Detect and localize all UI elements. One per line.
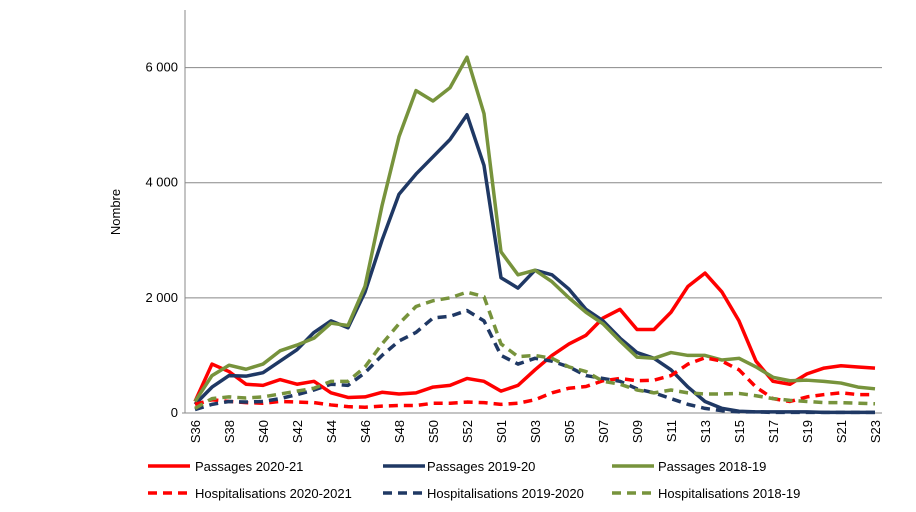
x-tick-label: S21 [834, 420, 849, 443]
x-tick-label: S38 [222, 420, 237, 443]
y-tick-label: 4 000 [145, 175, 178, 190]
series-line [194, 308, 875, 415]
x-tick-label: S40 [256, 420, 271, 443]
x-tick-label: S03 [528, 420, 543, 443]
y-tick-label: 2 000 [145, 290, 178, 305]
y-tick-label: 0 [171, 405, 178, 420]
legend-label: Passages 2019-20 [427, 459, 535, 474]
x-tick-label: S52 [460, 420, 475, 443]
series-line [194, 290, 876, 410]
legend-label: Hospitalisations 2019-2020 [427, 486, 584, 501]
x-tick-label: S44 [324, 420, 339, 443]
x-tick-label: S36 [188, 420, 203, 443]
x-tick-label: S07 [596, 420, 611, 443]
x-tick-label: S17 [766, 420, 781, 443]
legend-label: Passages 2020-21 [195, 459, 303, 474]
x-tick-label: S15 [732, 420, 747, 443]
series-line [194, 355, 875, 409]
x-tick-label: S42 [290, 420, 305, 443]
x-tick-label: S46 [358, 420, 373, 443]
y-tick-label: 6 000 [145, 60, 178, 75]
x-tick-label: S23 [868, 420, 883, 443]
y-axis-label: Nombre [108, 189, 123, 235]
legend-label: Passages 2018-19 [658, 459, 766, 474]
series-line [193, 271, 876, 403]
legend-label: Hospitalisations 2020-2021 [195, 486, 352, 501]
x-tick-label: S19 [800, 420, 815, 443]
x-tick-label: S01 [494, 420, 509, 443]
x-tick-label: S13 [698, 420, 713, 443]
x-tick-label: S50 [426, 420, 441, 443]
series-line [193, 55, 876, 403]
x-tick-label: S11 [664, 420, 679, 442]
legend-label: Hospitalisations 2018-19 [658, 486, 800, 501]
x-tick-label: S09 [630, 420, 645, 443]
x-tick-label: S05 [562, 420, 577, 443]
x-tick-label: S48 [392, 420, 407, 443]
